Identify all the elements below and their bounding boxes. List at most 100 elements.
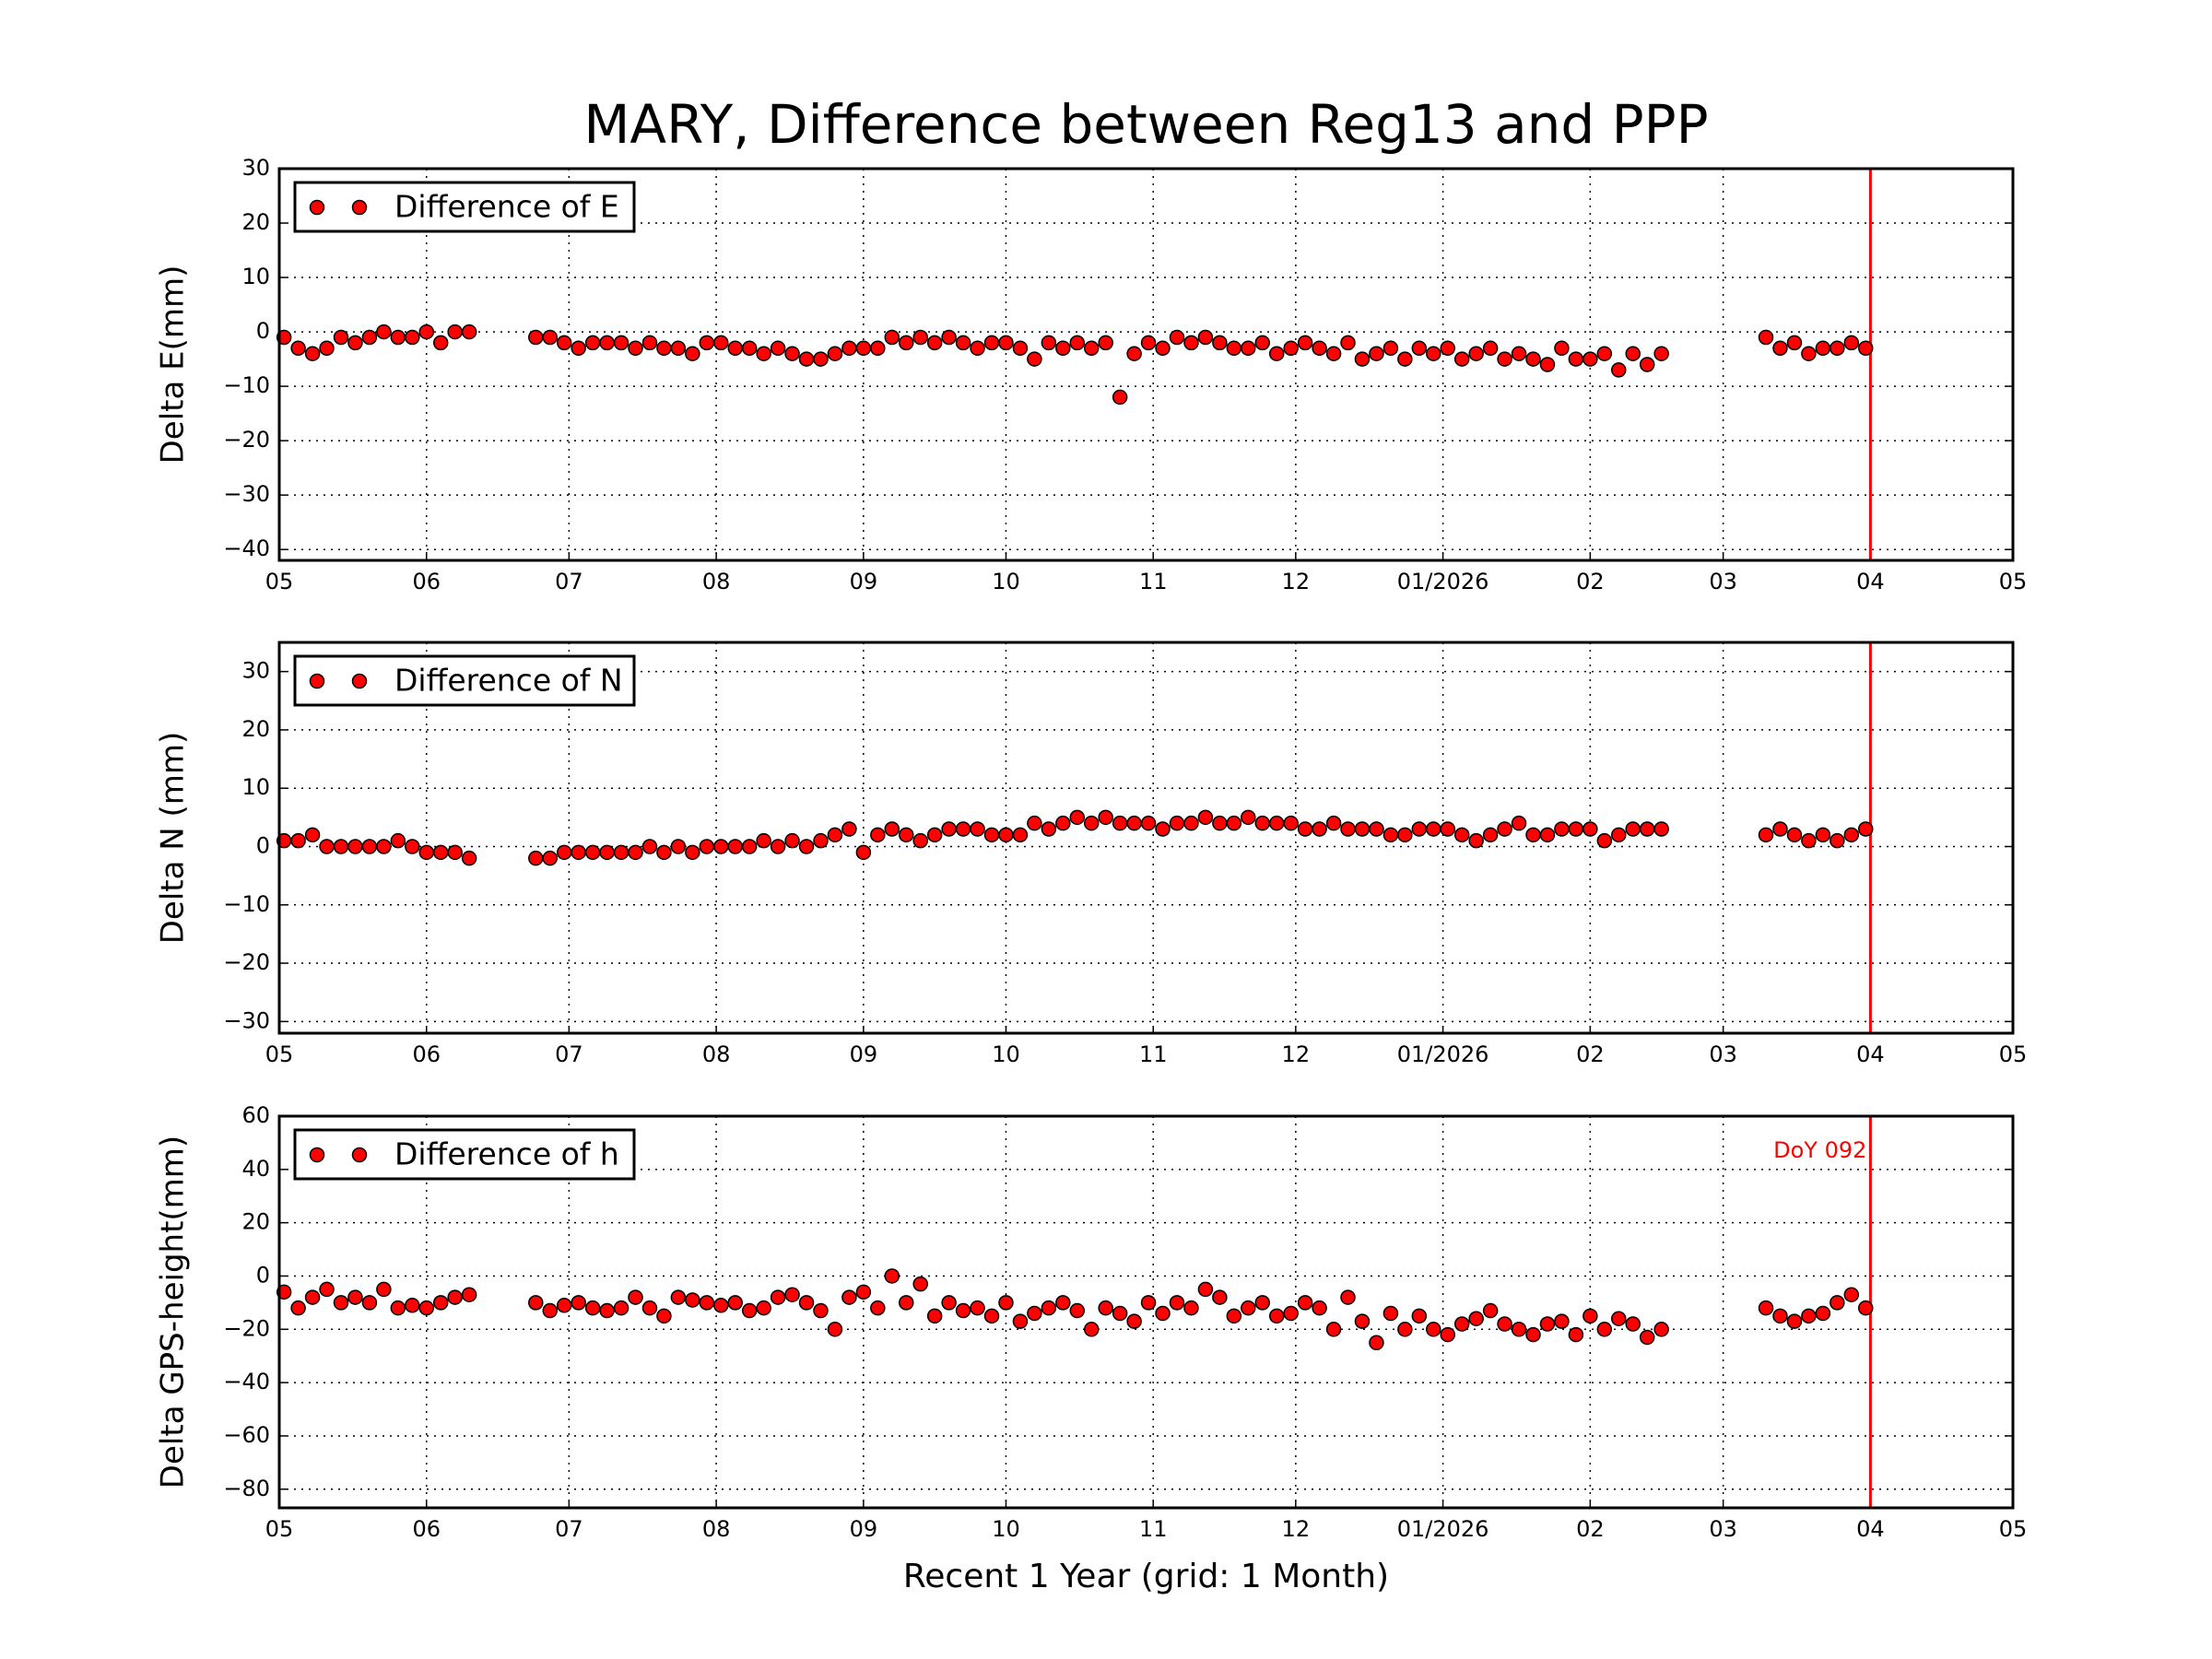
- data-point: [1226, 1308, 1242, 1324]
- x-tick-label: 08: [702, 569, 731, 594]
- data-point: [670, 839, 687, 854]
- data-point: [926, 1308, 943, 1324]
- data-point: [970, 821, 985, 837]
- data-point: [685, 1292, 700, 1308]
- data-point: [1453, 1316, 1470, 1332]
- x-tick-label: 02: [1576, 569, 1605, 594]
- data-point: [1482, 1302, 1499, 1319]
- data-point: [1354, 1313, 1371, 1329]
- data-point: [841, 821, 857, 837]
- data-point: [628, 340, 643, 357]
- y-tick-label: 30: [241, 155, 270, 181]
- data-point: [955, 821, 971, 837]
- y-tick-label: 0: [256, 318, 270, 344]
- data-point: [1653, 346, 1669, 361]
- data-point: [1830, 340, 1845, 357]
- data-point: [1830, 1295, 1845, 1311]
- data-point: [361, 1295, 378, 1311]
- data-point: [756, 1300, 771, 1316]
- data-point: [641, 1300, 658, 1316]
- data-point: [432, 844, 449, 861]
- data-point: [418, 844, 435, 861]
- x-tick-label: 09: [850, 1516, 878, 1542]
- data-point: [1268, 815, 1285, 831]
- data-point: [418, 1300, 435, 1316]
- axes-frame: [277, 167, 2015, 562]
- data-point: [376, 324, 392, 340]
- data-point: [656, 1308, 672, 1324]
- data-point: [1625, 1316, 1641, 1332]
- data-point: [405, 839, 420, 854]
- legend-marker: [309, 199, 325, 216]
- x-tick-label: 04: [1856, 1041, 1885, 1067]
- x-tick-label: 10: [992, 1516, 1020, 1542]
- data-point: [1369, 1335, 1384, 1350]
- data-point: [841, 340, 857, 357]
- data-point: [1369, 821, 1384, 837]
- data-point: [1497, 821, 1512, 837]
- data-point: [571, 1295, 586, 1311]
- data-point: [656, 340, 672, 357]
- x-tick-label: 11: [1139, 1516, 1168, 1542]
- data-point: [1468, 1311, 1484, 1326]
- data-point: [912, 329, 928, 346]
- data-point: [447, 1289, 463, 1305]
- data-point: [1468, 832, 1484, 849]
- data-point: [1426, 1322, 1441, 1337]
- data-point: [855, 844, 872, 861]
- data-point: [376, 1281, 392, 1298]
- data-point: [1554, 821, 1570, 837]
- data-point: [884, 329, 900, 346]
- data-point: [1212, 815, 1228, 831]
- data-point: [390, 329, 406, 346]
- data-point: [319, 839, 335, 854]
- data-point: [290, 340, 306, 357]
- data-point: [1268, 1308, 1285, 1324]
- data-point: [1155, 340, 1171, 357]
- data-point: [556, 335, 572, 351]
- data-point: [1772, 821, 1788, 837]
- data-point: [1183, 1300, 1199, 1316]
- data-point: [656, 844, 672, 861]
- data-point: [899, 827, 914, 843]
- y-tick-label: −30: [223, 481, 270, 507]
- legend-marker: [351, 673, 368, 689]
- data-point: [1297, 335, 1313, 351]
- data-point: [1012, 1313, 1029, 1329]
- y-tick-label: −30: [223, 1007, 270, 1033]
- data-point: [641, 839, 658, 854]
- x-tick-label: 02: [1576, 1516, 1605, 1542]
- data-point: [1340, 1289, 1356, 1305]
- data-point: [1568, 1326, 1584, 1343]
- x-tick-label: 01/2026: [1397, 1041, 1489, 1067]
- x-tick-label: 01/2026: [1397, 569, 1489, 594]
- x-tick-label: 07: [555, 1516, 583, 1542]
- data-point: [1801, 346, 1817, 361]
- y-tick-label: 0: [256, 1262, 270, 1288]
- data-point: [1815, 1305, 1831, 1322]
- data-point: [1055, 815, 1071, 831]
- data-point: [1843, 335, 1860, 351]
- legend-box: [293, 181, 636, 233]
- data-point: [1126, 1313, 1142, 1329]
- x-tick-label: 08: [702, 1041, 731, 1067]
- data-point: [841, 1289, 857, 1305]
- data-point: [884, 1268, 900, 1284]
- data-point: [1397, 1322, 1413, 1337]
- data-point: [756, 832, 771, 849]
- data-point: [899, 1295, 914, 1311]
- data-point: [584, 844, 601, 861]
- data-point: [813, 832, 829, 849]
- data-point: [542, 1302, 558, 1319]
- data-point: [1126, 346, 1142, 361]
- data-point: [1055, 1295, 1071, 1311]
- data-point: [1596, 1322, 1613, 1337]
- data-point: [1041, 1300, 1057, 1316]
- data-point: [798, 839, 815, 854]
- data-point: [1226, 340, 1242, 357]
- data-point: [333, 839, 349, 854]
- data-point: [1857, 1300, 1874, 1316]
- data-point: [983, 335, 1000, 351]
- data-point: [1482, 827, 1499, 843]
